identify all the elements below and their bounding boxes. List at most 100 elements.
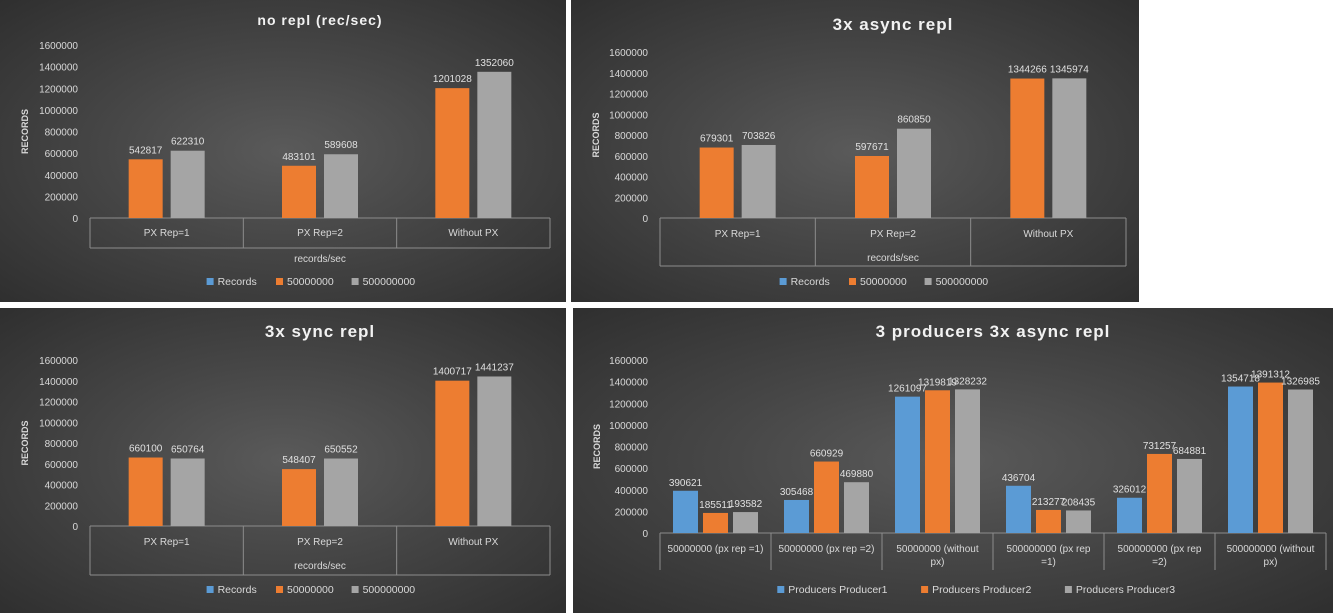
bar bbox=[1228, 386, 1253, 533]
y-tick-label: 1000000 bbox=[39, 106, 78, 117]
chart-panel-async-repl: 3x async repl RECORDS 0 200000 400000 600000 8… bbox=[571, 0, 1139, 302]
bar bbox=[1066, 510, 1091, 533]
bar bbox=[1177, 458, 1202, 533]
x-tick-label: 50000000 (px rep =2) bbox=[779, 544, 875, 555]
data-label: 208435 bbox=[1062, 497, 1096, 508]
legend-label: Records bbox=[791, 276, 830, 288]
x-tick-label: PX Rep=2 bbox=[297, 228, 343, 239]
y-tick-label: 400000 bbox=[45, 171, 79, 182]
data-label: 731257 bbox=[1143, 441, 1177, 452]
y-tick-label: 1600000 bbox=[39, 41, 78, 52]
bar bbox=[1117, 497, 1142, 533]
y-tick-label: 1600000 bbox=[39, 356, 78, 367]
legend-swatch bbox=[921, 586, 929, 593]
bar bbox=[897, 128, 931, 218]
data-label: 483101 bbox=[282, 152, 316, 163]
legend-swatch bbox=[924, 278, 932, 285]
bar bbox=[435, 88, 470, 218]
data-label: 548407 bbox=[282, 455, 316, 466]
data-label: 436704 bbox=[1002, 473, 1036, 484]
data-label: 660929 bbox=[810, 449, 844, 460]
y-tick-label: 200000 bbox=[615, 507, 649, 518]
data-label: 1391312 bbox=[1251, 370, 1290, 381]
x-tick-label: px) bbox=[1264, 557, 1278, 568]
bar bbox=[324, 154, 358, 218]
bar bbox=[1147, 453, 1172, 533]
x-tick-label: Without PX bbox=[1023, 229, 1073, 240]
y-tick-label: 600000 bbox=[45, 149, 79, 160]
y-tick-label: 1400000 bbox=[609, 69, 648, 80]
data-label: 1441237 bbox=[475, 362, 514, 373]
bar-chart-no-repl: no repl (rec/sec) RECORDS 0 200000 400000 600… bbox=[20, 12, 551, 288]
bar bbox=[1288, 389, 1313, 533]
bar bbox=[855, 155, 889, 218]
legend-label: Producers Producer1 bbox=[788, 584, 887, 596]
bar bbox=[170, 458, 205, 526]
legend-label: Records bbox=[218, 276, 257, 288]
data-label: 684881 bbox=[1173, 446, 1207, 457]
y-tick-label: 200000 bbox=[615, 193, 649, 204]
x-tick-label: =2) bbox=[1152, 557, 1167, 568]
legend-label: 500000000 bbox=[936, 276, 989, 288]
data-label: 1201028 bbox=[433, 74, 472, 85]
bar bbox=[1258, 382, 1283, 533]
y-tick-label: 1000000 bbox=[609, 421, 648, 432]
legend-label: 500000000 bbox=[363, 584, 416, 596]
legend-swatch bbox=[206, 586, 214, 593]
data-label: 860850 bbox=[897, 115, 931, 126]
y-axis-label: RECORDS bbox=[20, 420, 30, 465]
bar bbox=[1006, 485, 1031, 533]
y-tick-label: 1400000 bbox=[39, 377, 78, 388]
y-tick-label: 600000 bbox=[615, 464, 649, 475]
x-tick-label: px) bbox=[931, 557, 945, 568]
data-label: 1319819 bbox=[918, 377, 957, 388]
y-tick-label: 1400000 bbox=[39, 63, 78, 74]
y-tick-label: 0 bbox=[642, 214, 648, 225]
x-axis-label: records/sec bbox=[294, 561, 346, 572]
y-tick-label: 600000 bbox=[615, 152, 649, 163]
y-tick-label: 0 bbox=[642, 529, 648, 540]
chart-title: 3 producers 3x async repl bbox=[876, 322, 1111, 341]
data-label: 1328232 bbox=[948, 376, 987, 387]
y-tick-label: 400000 bbox=[615, 173, 649, 184]
y-axis-label: RECORDS bbox=[20, 109, 30, 154]
bar bbox=[170, 150, 205, 218]
legend-swatch bbox=[276, 278, 283, 285]
y-tick-label: 800000 bbox=[45, 128, 79, 139]
bar bbox=[1010, 78, 1045, 218]
legend-swatch bbox=[276, 586, 283, 593]
bar-chart-async-repl: 3x async repl RECORDS 0 200000 400000 600000 8… bbox=[591, 15, 1127, 288]
data-label: 390621 bbox=[669, 478, 703, 489]
data-label: 650552 bbox=[324, 445, 358, 456]
legend-label: 500000000 bbox=[363, 276, 416, 288]
y-tick-label: 400000 bbox=[615, 486, 649, 497]
legend-swatch bbox=[351, 278, 359, 285]
bar bbox=[435, 380, 470, 526]
chart-title: 3x async repl bbox=[833, 15, 954, 34]
data-label: 193582 bbox=[729, 499, 763, 510]
bar bbox=[477, 71, 512, 219]
y-tick-label: 1000000 bbox=[609, 110, 648, 121]
y-tick-label: 600000 bbox=[45, 460, 79, 471]
x-tick-label: 500000000 (px rep bbox=[1007, 544, 1091, 555]
data-label: 185511 bbox=[699, 500, 732, 511]
bar bbox=[925, 390, 950, 533]
x-tick-label: Without PX bbox=[448, 537, 498, 548]
x-tick-label: PX Rep=1 bbox=[144, 537, 190, 548]
data-label: 1344266 bbox=[1008, 65, 1047, 76]
data-label: 589608 bbox=[324, 140, 358, 151]
bar bbox=[477, 376, 512, 526]
x-tick-label: Without PX bbox=[448, 228, 498, 239]
legend-swatch bbox=[777, 586, 785, 593]
chart-title: no repl (rec/sec) bbox=[257, 12, 382, 28]
y-tick-label: 200000 bbox=[45, 501, 79, 512]
x-axis-label: records/sec bbox=[867, 253, 919, 264]
x-axis-label: records/sec bbox=[294, 254, 346, 265]
data-label: 703826 bbox=[742, 131, 776, 142]
chart-title: 3x sync repl bbox=[265, 322, 375, 341]
data-label: 542817 bbox=[129, 145, 163, 156]
y-tick-label: 1000000 bbox=[39, 418, 78, 429]
y-axis-label: RECORDS bbox=[591, 112, 601, 157]
y-tick-label: 800000 bbox=[615, 443, 649, 454]
y-tick-label: 1200000 bbox=[609, 90, 648, 101]
